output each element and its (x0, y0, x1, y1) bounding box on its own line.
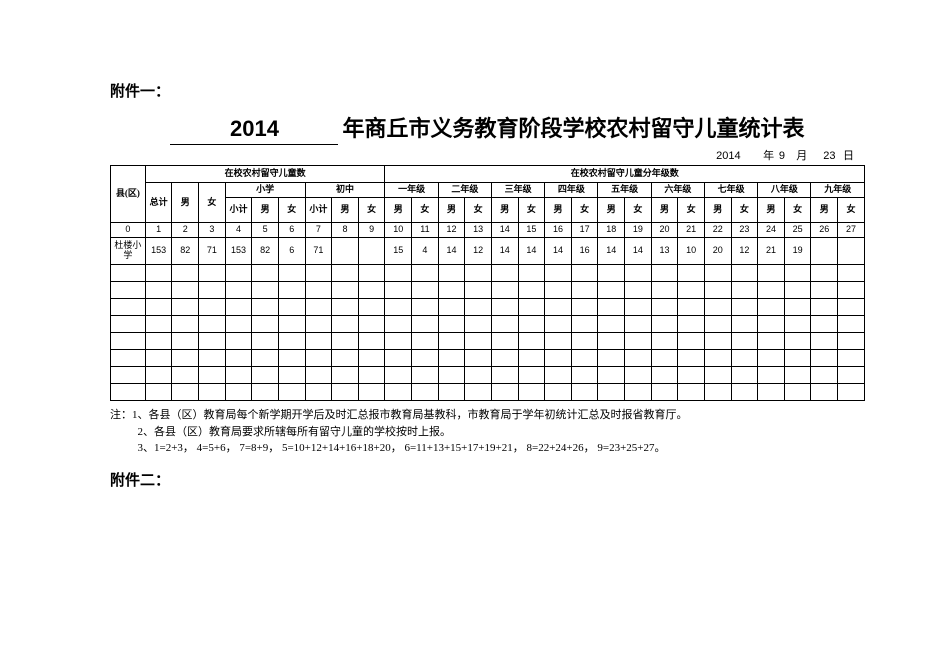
th-primary-female: 女 (278, 198, 305, 223)
table-row (111, 265, 865, 282)
table-row (111, 367, 865, 384)
th-middle-male: 男 (332, 198, 359, 223)
th-g5-m: 男 (598, 198, 625, 223)
th-g9-m: 男 (811, 198, 838, 223)
th-g4-m: 男 (545, 198, 572, 223)
th-grade-1: 一年级 (385, 183, 438, 198)
th-g2-f: 女 (465, 198, 492, 223)
th-g3-f: 女 (518, 198, 545, 223)
school-name-cell: 杜楼小学 (111, 238, 146, 265)
table-row (111, 282, 865, 299)
th-total: 总计 (145, 183, 172, 223)
th-g1-f: 女 (412, 198, 439, 223)
th-group-right: 在校农村留守儿童分年级数 (385, 166, 865, 183)
th-grade-4: 四年级 (545, 183, 598, 198)
document-page: 附件一： 2014年商丘市义务教育阶段学校农村留守儿童统计表 2014 年 9 … (0, 0, 945, 669)
date-line: 2014 年 9 月 23 日 (110, 147, 865, 163)
th-middle: 初中 (305, 183, 385, 198)
title-year: 2014 (170, 116, 338, 145)
th-g6-m: 男 (651, 198, 678, 223)
notes-block: 注：1、各县（区）教育局每个新学期开学后及时汇总报市教育局基教科，市教育局于学年… (110, 407, 865, 457)
attachment-2-label: 附件二： (110, 469, 865, 490)
th-g7-m: 男 (704, 198, 731, 223)
table-row (111, 384, 865, 401)
title-text: 年商丘市义务教育阶段学校农村留守儿童统计表 (342, 116, 804, 141)
th-grade-2: 二年级 (438, 183, 491, 198)
table-row (111, 350, 865, 367)
th-grade-9: 九年级 (811, 183, 865, 198)
th-group-left: 在校农村留守儿童数 (145, 166, 385, 183)
th-grade-5: 五年级 (598, 183, 651, 198)
th-g2-m: 男 (438, 198, 465, 223)
th-county: 县(区) (111, 166, 146, 223)
th-middle-subtotal: 小计 (305, 198, 332, 223)
th-primary-subtotal: 小计 (225, 198, 252, 223)
th-g4-f: 女 (571, 198, 598, 223)
th-primary: 小学 (225, 183, 305, 198)
th-g6-f: 女 (678, 198, 705, 223)
th-grade-8: 八年级 (758, 183, 811, 198)
table-row (111, 316, 865, 333)
th-g5-f: 女 (625, 198, 652, 223)
table-row (111, 333, 865, 350)
th-g9-f: 女 (838, 198, 865, 223)
th-g3-m: 男 (491, 198, 518, 223)
th-g7-f: 女 (731, 198, 758, 223)
table-row: 杜楼小学 153 82 71 153 82 6 71 15 4 14 12 14… (111, 238, 865, 265)
note-line-3: 3、1=2+3， 4=5+6， 7=8+9， 5=10+12+14+16+18+… (110, 440, 865, 457)
table-row (111, 299, 865, 316)
th-grade-7: 七年级 (704, 183, 757, 198)
statistics-table: 县(区) 在校农村留守儿童数 在校农村留守儿童分年级数 总计 男 女 小学 初中… (110, 165, 865, 401)
th-primary-male: 男 (252, 198, 279, 223)
note-line-2: 2、各县（区）教育局要求所辖每所有留守儿童的学校按时上报。 (110, 424, 865, 441)
th-middle-female: 女 (358, 198, 385, 223)
th-male: 男 (172, 183, 199, 223)
document-title: 2014年商丘市义务教育阶段学校农村留守儿童统计表 (110, 111, 865, 145)
th-g1-m: 男 (385, 198, 412, 223)
th-g8-m: 男 (758, 198, 785, 223)
index-row: 0 1 2 3 4 5 6 7 8 9 10 11 12 13 14 15 16… (111, 223, 865, 238)
notes-prefix: 注： (110, 409, 132, 421)
note-line-1: 1、各县（区）教育局每个新学期开学后及时汇总报市教育局基教科，市教育局于学年初统… (132, 409, 688, 421)
th-grade-3: 三年级 (491, 183, 544, 198)
th-grade-6: 六年级 (651, 183, 704, 198)
attachment-1-label: 附件一： (110, 80, 865, 101)
th-female: 女 (199, 183, 226, 223)
table-body: 0 1 2 3 4 5 6 7 8 9 10 11 12 13 14 15 16… (111, 223, 865, 401)
th-g8-f: 女 (784, 198, 811, 223)
